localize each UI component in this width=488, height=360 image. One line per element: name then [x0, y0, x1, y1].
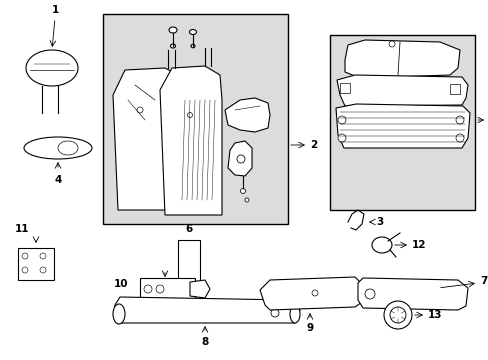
Circle shape [388, 41, 394, 47]
Circle shape [40, 253, 46, 259]
Bar [18, 248, 54, 280]
Bar [140, 278, 195, 300]
Polygon shape [260, 277, 364, 310]
Bar [449, 84, 459, 94]
Polygon shape [113, 68, 178, 210]
Circle shape [364, 289, 374, 299]
Text: 10: 10 [113, 279, 128, 289]
Text: 11: 11 [15, 224, 29, 234]
Polygon shape [357, 278, 467, 310]
Circle shape [270, 309, 279, 317]
Text: 8: 8 [201, 337, 208, 347]
Polygon shape [190, 280, 209, 298]
Ellipse shape [26, 50, 78, 86]
Polygon shape [345, 40, 459, 78]
Ellipse shape [58, 141, 78, 155]
Circle shape [137, 107, 142, 113]
Circle shape [237, 155, 244, 163]
Polygon shape [224, 98, 269, 132]
Circle shape [311, 290, 317, 296]
Circle shape [187, 112, 192, 117]
Ellipse shape [371, 237, 391, 253]
Polygon shape [115, 297, 299, 323]
Circle shape [156, 285, 163, 293]
Ellipse shape [169, 27, 177, 33]
Text: 4: 4 [54, 175, 61, 185]
Circle shape [244, 198, 248, 202]
Circle shape [455, 116, 463, 124]
Text: 1: 1 [51, 5, 59, 15]
Circle shape [455, 134, 463, 142]
Circle shape [383, 301, 411, 329]
Polygon shape [227, 141, 251, 176]
Polygon shape [160, 66, 222, 215]
Bar [339, 83, 349, 93]
Circle shape [337, 134, 346, 142]
Text: 7: 7 [479, 276, 487, 286]
Text: 12: 12 [411, 240, 426, 250]
Text: 3: 3 [375, 217, 383, 227]
Ellipse shape [189, 30, 196, 35]
Ellipse shape [113, 304, 125, 324]
Ellipse shape [24, 137, 92, 159]
Circle shape [143, 285, 152, 293]
Polygon shape [336, 75, 467, 106]
Text: 2: 2 [309, 140, 317, 150]
Circle shape [389, 307, 405, 323]
Circle shape [40, 267, 46, 273]
Text: 13: 13 [427, 310, 442, 320]
Bar [329, 35, 474, 210]
Circle shape [22, 253, 28, 259]
Bar [103, 14, 287, 224]
Ellipse shape [191, 44, 195, 48]
Bar [178, 240, 200, 302]
Circle shape [240, 189, 245, 194]
Ellipse shape [170, 44, 175, 48]
Text: 6: 6 [185, 224, 192, 234]
Ellipse shape [289, 305, 299, 323]
Text: 9: 9 [306, 323, 313, 333]
Circle shape [22, 267, 28, 273]
Polygon shape [335, 104, 469, 148]
Circle shape [337, 116, 346, 124]
